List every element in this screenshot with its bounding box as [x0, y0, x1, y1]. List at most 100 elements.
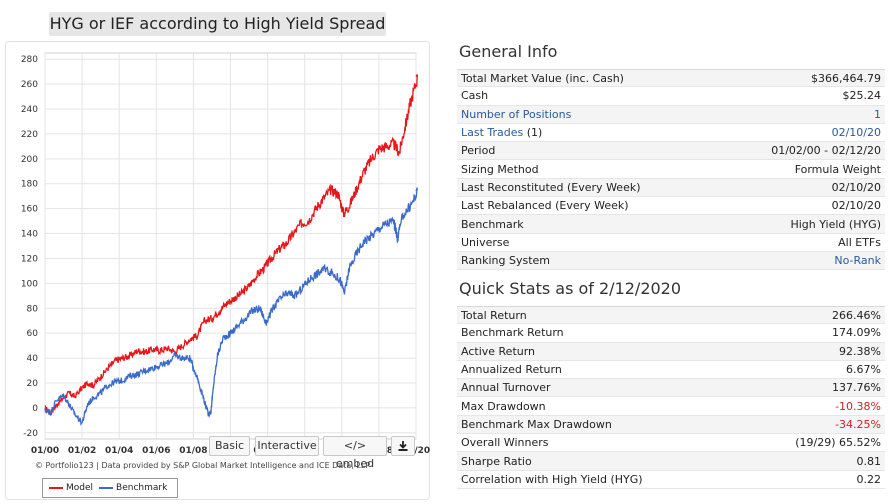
y-tick-label: 240	[21, 105, 38, 115]
table-row: Benchmark High Yield (HYG)	[457, 215, 885, 234]
chart-legend: Model Benchmark	[42, 478, 178, 498]
y-tick-label: 280	[21, 55, 38, 65]
table-row: Cash $25.24	[457, 87, 885, 106]
quick-stats-value: 92.38%	[839, 344, 881, 358]
y-tick-label: 220	[21, 130, 38, 140]
quick-stats-value: 0.22	[856, 472, 882, 486]
general-info-value: 02/10/20	[831, 180, 881, 194]
general-info-value[interactable]: 02/10/20	[831, 126, 881, 140]
general-info-label: Period	[461, 144, 496, 158]
table-row: Total Return 266.46%	[457, 306, 885, 325]
general-info-label: Total Market Value (inc. Cash)	[461, 71, 624, 85]
quick-stats-value: 266.46%	[832, 308, 881, 322]
general-info-table: Total Market Value (inc. Cash) $366,464.7…	[457, 69, 885, 271]
x-tick-label: 01/02	[68, 446, 96, 456]
quick-stats-label: Total Return	[461, 308, 527, 322]
table-row: Universe All ETFs	[457, 234, 885, 252]
general-info-label: Ranking System	[461, 254, 551, 268]
general-info-value: High Yield (HYG)	[790, 217, 881, 231]
general-info-value: $25.24	[842, 89, 882, 103]
table-row: Sharpe Ratio 0.81	[457, 452, 885, 471]
legend-swatch-benchmark	[99, 487, 114, 489]
legend-item-model[interactable]: Model	[49, 483, 93, 493]
table-row: Active Return 92.38%	[457, 342, 885, 361]
quick-stats-label: Overall Winners	[461, 436, 549, 450]
quick-stats-value: (19/29) 65.52%	[795, 436, 881, 450]
table-row: Last Reconstituted (Every Week) 02/10/20	[457, 178, 885, 198]
table-row: Correlation with High Yield (HYG) 0.22	[457, 471, 885, 489]
general-info-label: Sizing Method	[461, 162, 539, 176]
quick-stats-label: Benchmark Max Drawdown	[461, 417, 612, 431]
y-tick-label: 120	[21, 254, 38, 264]
y-tick-label: 200	[21, 155, 38, 165]
y-tick-label: 60	[27, 329, 39, 339]
general-info-value: All ETFs	[838, 235, 881, 249]
quick-stats-label: Active Return	[461, 344, 536, 358]
y-tick-label: 80	[27, 304, 39, 314]
general-info-value[interactable]: 1	[874, 107, 881, 121]
table-row: Sizing Method Formula Weight	[457, 160, 885, 179]
general-info-label: Last Rebalanced (Every Week)	[461, 199, 629, 213]
x-tick-label: 01/06	[142, 446, 170, 456]
quick-stats-value: 0.81	[856, 454, 882, 468]
table-row: Total Market Value (inc. Cash) $366,464.7…	[457, 69, 885, 88]
general-info-title: General Info	[459, 42, 558, 61]
general-info-label[interactable]: Number of Positions	[461, 107, 572, 121]
general-info-value: $366,464.79	[811, 71, 881, 85]
table-row: Last Rebalanced (Every Week) 02/10/20	[457, 197, 885, 216]
x-tick-label: 01/08	[179, 446, 207, 456]
table-row: Annualized Return 6.67%	[457, 361, 885, 380]
quick-stats-value: 174.09%	[832, 326, 881, 340]
embed-button[interactable]: </> embed	[323, 436, 387, 470]
table-row: Number of Positions 1	[457, 105, 885, 124]
download-icon	[398, 441, 408, 451]
series-line-benchmark	[44, 187, 418, 427]
download-button[interactable]	[391, 436, 415, 456]
chart-credit: © Portfolio123 | Data provided by S&P Gl…	[35, 461, 371, 470]
y-tick-label: 160	[21, 205, 38, 215]
table-row: Benchmark Max Drawdown -34.25%	[457, 415, 885, 435]
page-title: HYG or IEF according to High Yield Sprea…	[49, 12, 386, 36]
x-tick-label: 01/00	[31, 446, 59, 456]
general-info-value: 02/10/20	[831, 199, 881, 213]
performance-chart: -20 0 20 40 60 80 100 120 140 160 180 200 220 240 260 2…	[21, 52, 430, 456]
quick-stats-value: -10.38%	[835, 399, 881, 413]
quick-stats-label: Correlation with High Yield (HYG)	[461, 472, 643, 486]
general-info-label: Universe	[461, 235, 510, 249]
x-tick-label: 01/04	[105, 446, 133, 456]
general-info-value: Formula Weight	[794, 162, 881, 176]
quick-stats-label: Annualized Return	[461, 363, 562, 377]
general-info-label: Last Reconstituted (Every Week)	[461, 180, 641, 194]
general-info-value: 01/02/00 - 02/12/20	[771, 144, 881, 158]
y-tick-label: 140	[21, 230, 38, 240]
quick-stats-value: 6.67%	[846, 363, 881, 377]
y-tick-label: 260	[21, 80, 38, 90]
table-row: Ranking System No-Rank	[457, 251, 885, 271]
legend-swatch-model	[49, 487, 63, 489]
quick-stats-value: 137.76%	[832, 381, 881, 395]
general-info-label: Cash	[461, 89, 489, 103]
legend-item-benchmark[interactable]: Benchmark	[99, 483, 167, 493]
table-row: Max Drawdown -10.38%	[457, 397, 885, 416]
general-info-label: Benchmark	[461, 217, 524, 231]
x-tick-label: 01/20	[402, 446, 430, 456]
quick-stats-title: Quick Stats as of 2/12/2020	[459, 279, 682, 298]
table-row: Last Trades (1) 02/10/20	[457, 124, 885, 143]
y-tick-label: 100	[21, 279, 38, 289]
quick-stats-table: Total Return 266.46% Benchmark Return 174.0…	[457, 306, 885, 489]
y-tick-label: 40	[27, 354, 39, 364]
general-info-label[interactable]: Last Trades (1)	[461, 126, 543, 140]
table-row: Overall Winners (19/29) 65.52%	[457, 434, 885, 453]
y-tick-label: 0	[32, 404, 38, 414]
basic-button[interactable]: Basic	[209, 436, 250, 456]
interactive-button[interactable]: Interactive	[255, 436, 319, 456]
quick-stats-label: Annual Turnover	[461, 381, 551, 395]
chart-panel: -20 0 20 40 60 80 100 120 140 160 180 200 220 240 260 2…	[5, 41, 430, 500]
legend-label-model: Model	[66, 483, 94, 493]
table-row: Annual Turnover 137.76%	[457, 379, 885, 398]
quick-stats-label: Benchmark Return	[461, 326, 564, 340]
series-line-model	[44, 74, 418, 417]
y-tick-label: 180	[21, 180, 38, 190]
general-info-value[interactable]: No-Rank	[834, 254, 881, 268]
quick-stats-value: -34.25%	[835, 417, 881, 431]
